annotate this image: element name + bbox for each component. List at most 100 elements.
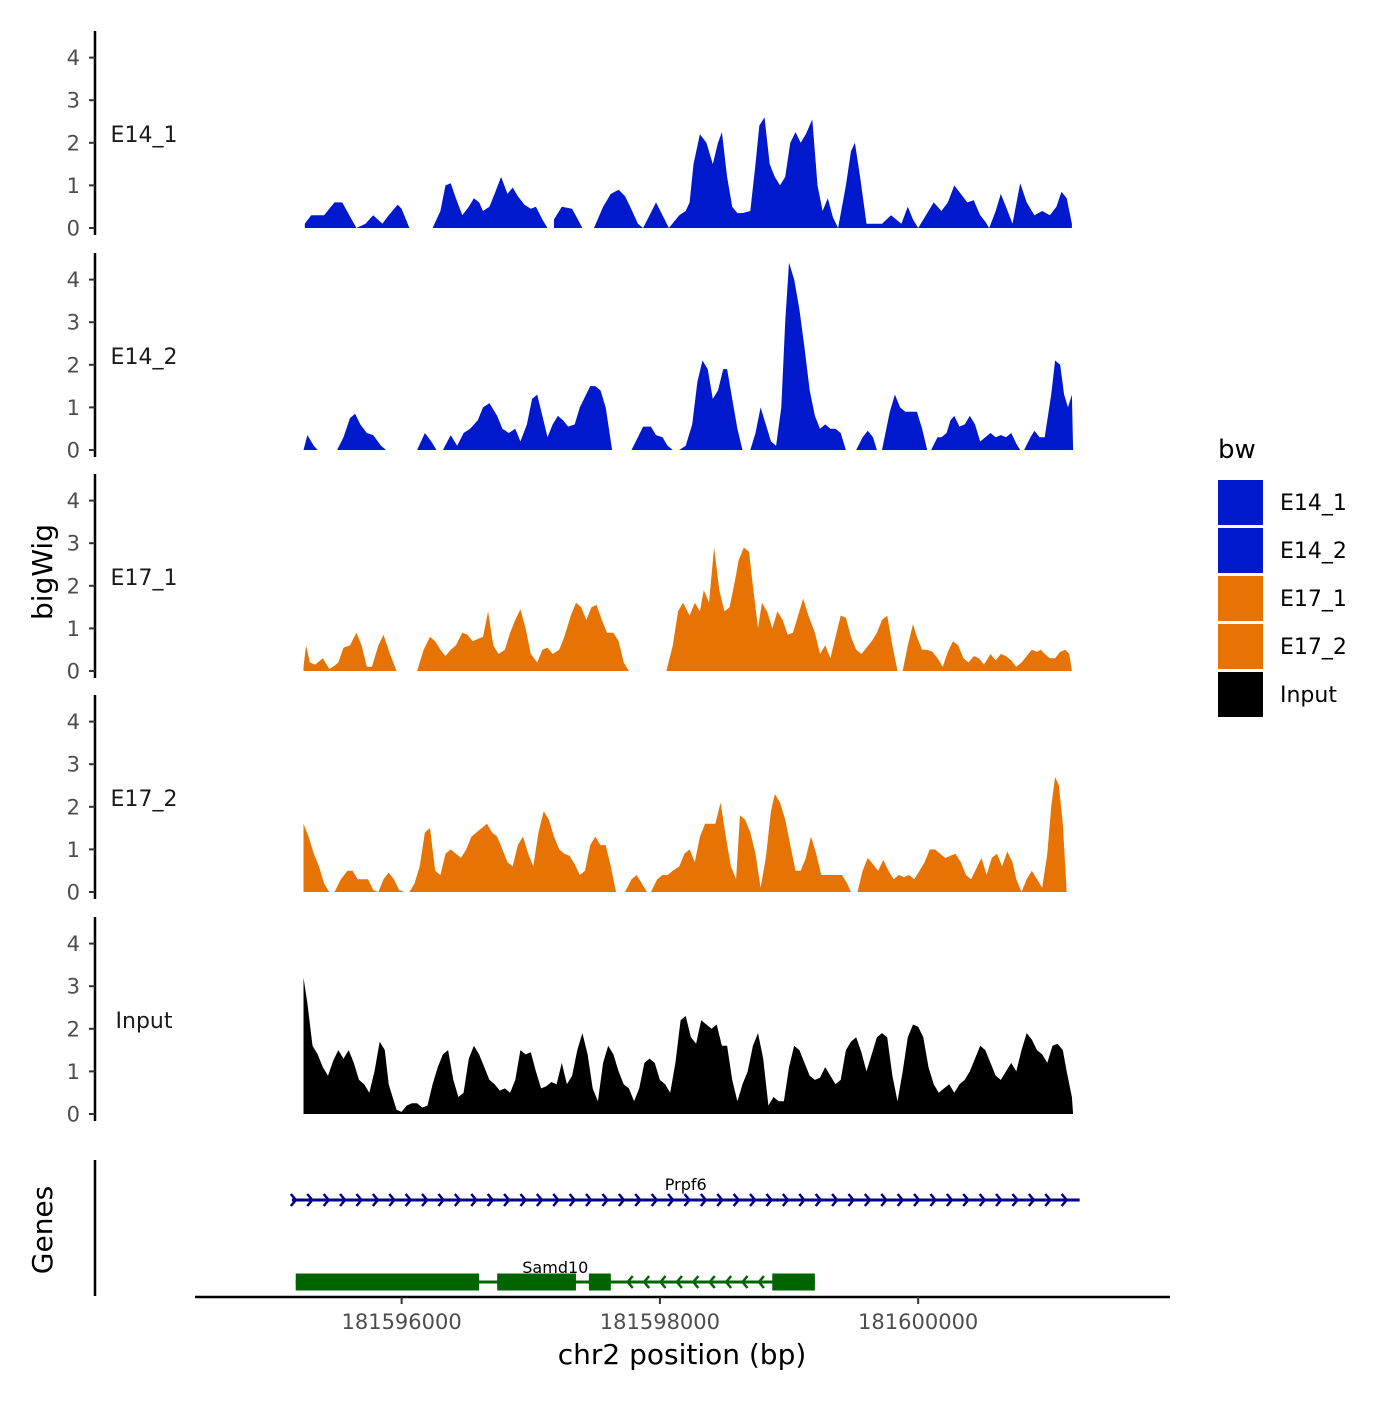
coverage-area xyxy=(409,811,616,892)
legend: bw E14_1 E14_2 E17_1 E17_2 Input xyxy=(1218,435,1347,717)
y-tick-label: 3 xyxy=(67,975,80,999)
coverage-area xyxy=(554,206,583,228)
x-axis: 181596000 181598000 181600000 chr2 positio… xyxy=(195,1295,1170,1371)
strand-chevron xyxy=(814,1193,823,1207)
y-tick-label: 2 xyxy=(67,131,80,155)
track-input: 0 1 2 3 4 Input xyxy=(67,917,1074,1127)
coverage-area xyxy=(337,413,387,450)
strand-chevron xyxy=(683,1193,692,1207)
y-tick-label: 2 xyxy=(67,795,80,819)
coverage-area xyxy=(631,426,673,450)
strand-chevron xyxy=(913,1193,921,1207)
strand-chevron xyxy=(535,1193,544,1207)
coverage-area xyxy=(989,183,1072,228)
y-tick-label: 4 xyxy=(67,710,80,734)
legend-items: E14_1 E14_2 E17_1 E17_2 Input xyxy=(1218,480,1347,717)
coverage-area xyxy=(303,632,397,671)
y-tick-label: 3 xyxy=(67,532,80,556)
strand-chevron xyxy=(847,1193,856,1207)
legend-item: E17_1 xyxy=(1218,576,1347,621)
strand-chevron xyxy=(585,1193,593,1207)
strand-chevron xyxy=(306,1193,314,1207)
strand-chevron xyxy=(716,1193,724,1207)
x-axis-title: chr2 position (bp) xyxy=(558,1338,807,1371)
y-tick-label: 2 xyxy=(67,353,80,377)
strand-chevron xyxy=(757,1275,765,1289)
strand-chevron xyxy=(863,1193,872,1207)
gene-samd10: Samd10 xyxy=(295,1258,815,1291)
coverage-area xyxy=(417,433,437,450)
track-e14-2: 0 1 2 3 4 E14_2 xyxy=(67,253,1074,463)
x-tick-label: 181598000 xyxy=(600,1310,720,1334)
coverage-area xyxy=(856,430,877,450)
coverage-area xyxy=(679,360,743,450)
legend-swatch xyxy=(1218,528,1263,573)
legend-swatch xyxy=(1218,624,1263,669)
strand-chevron xyxy=(708,1275,716,1289)
strand-chevron xyxy=(765,1193,774,1207)
strand-chevron xyxy=(453,1193,462,1207)
strand-chevron xyxy=(617,1193,626,1207)
legend-item: E14_2 xyxy=(1218,528,1347,573)
strand-chevron xyxy=(880,1193,888,1207)
strand-chevron xyxy=(749,1193,757,1207)
coverage-area xyxy=(303,435,318,450)
y-tick-label: 0 xyxy=(67,217,80,241)
track-label: E17_1 xyxy=(111,566,178,591)
track-e14-1: 0 1 2 3 4 E14_1 xyxy=(67,31,1072,241)
coverage-area xyxy=(1024,360,1074,450)
strand-chevron xyxy=(667,1193,675,1207)
track-e17-1: 0 1 2 3 4 E17_1 xyxy=(67,474,1072,684)
coverage-area xyxy=(432,176,548,228)
exon xyxy=(772,1273,815,1291)
coverage-area xyxy=(625,875,647,892)
track-panels: 0 1 2 3 4 E14_1 0 1 2 3 4 E14_2 0 1 2 3 4 E17_1 0 1 2 3 4 E17_2… xyxy=(67,31,1074,1127)
y-tick-label: 0 xyxy=(67,660,80,684)
strand-chevron xyxy=(642,1275,651,1289)
strand-chevron xyxy=(699,1193,708,1207)
legend-label: E14_2 xyxy=(1280,539,1347,564)
track-label: E14_2 xyxy=(111,345,178,370)
strand-chevron xyxy=(798,1193,806,1207)
y-tick-label: 4 xyxy=(67,268,80,292)
strand-chevron xyxy=(929,1193,938,1207)
coverage-area xyxy=(668,117,990,228)
track-label: Input xyxy=(116,1009,173,1034)
strand-chevron xyxy=(355,1193,364,1207)
legend-item: E14_1 xyxy=(1218,480,1347,525)
y-tick-label: 3 xyxy=(67,753,80,777)
gene-prpf6: Prpf6 xyxy=(289,1175,1080,1207)
coverage-area xyxy=(650,794,851,892)
legend-item: E17_2 xyxy=(1218,624,1347,669)
coverage-area xyxy=(750,262,846,450)
strand-chevron xyxy=(371,1193,380,1207)
genes-panel-title: Genes xyxy=(26,1186,59,1274)
exon xyxy=(497,1273,576,1291)
coverage-area xyxy=(857,777,1067,892)
y-tick-label: 1 xyxy=(67,838,80,862)
y-tick-label: 0 xyxy=(67,439,80,463)
strand-chevron xyxy=(470,1193,478,1207)
strand-chevron xyxy=(388,1193,396,1207)
legend-swatch xyxy=(1218,480,1263,525)
y-tick-label: 1 xyxy=(67,1060,80,1084)
strand-chevron xyxy=(650,1193,659,1207)
y-tick-label: 4 xyxy=(67,932,80,956)
strand-chevron xyxy=(503,1193,511,1207)
strand-chevron xyxy=(437,1193,446,1207)
strand-chevron xyxy=(691,1275,700,1289)
strand-chevron xyxy=(568,1193,577,1207)
exon xyxy=(295,1273,480,1291)
legend-label: E14_1 xyxy=(1280,491,1347,516)
strand-chevron xyxy=(1060,1193,1069,1207)
strand-chevron xyxy=(945,1193,954,1207)
strand-chevron xyxy=(978,1193,987,1207)
coverage-area xyxy=(304,202,410,228)
strand-chevron xyxy=(675,1275,683,1289)
strand-chevron xyxy=(732,1193,741,1207)
y-tick-label: 2 xyxy=(67,574,80,598)
strand-chevron xyxy=(831,1193,839,1207)
y-tick-label: 0 xyxy=(67,881,80,905)
